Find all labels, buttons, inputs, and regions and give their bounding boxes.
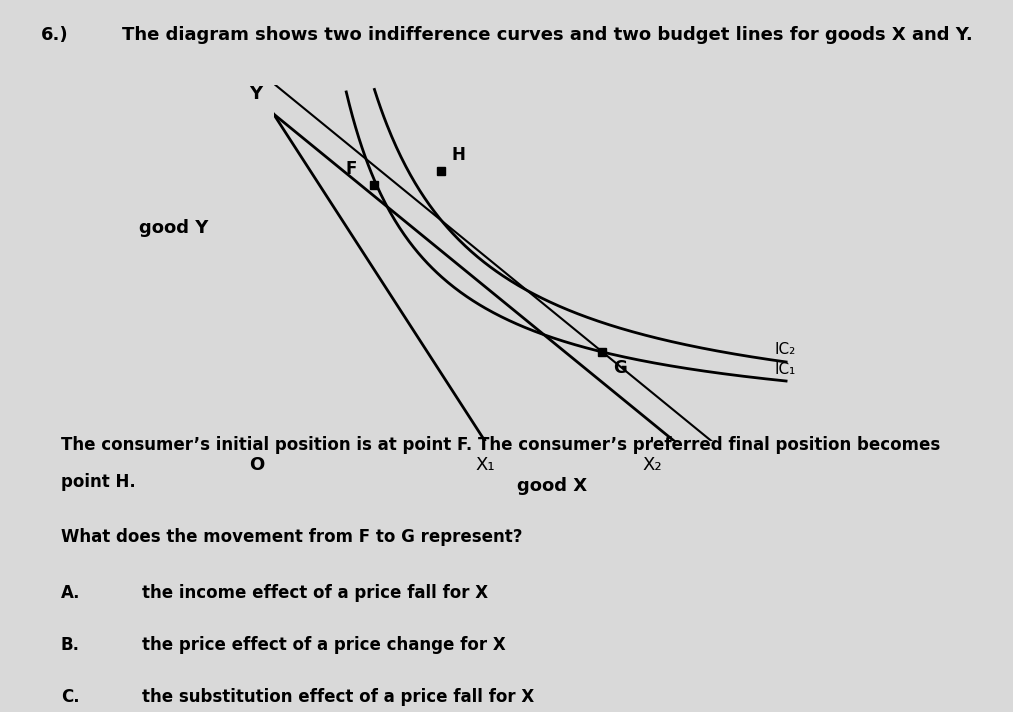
Text: C.: C. xyxy=(61,688,79,706)
Text: G: G xyxy=(614,359,627,377)
Text: B.: B. xyxy=(61,636,80,654)
Text: H: H xyxy=(452,146,466,164)
Text: the price effect of a price change for X: the price effect of a price change for X xyxy=(142,636,505,654)
Text: X₁: X₁ xyxy=(475,456,495,473)
Text: X₂: X₂ xyxy=(642,456,663,473)
Text: The consumer’s initial position is at point F. The consumer’s preferred final po: The consumer’s initial position is at po… xyxy=(61,436,940,454)
Text: the income effect of a price fall for X: the income effect of a price fall for X xyxy=(142,584,488,602)
Text: point H.: point H. xyxy=(61,473,136,491)
Text: IC₁: IC₁ xyxy=(775,362,796,377)
Text: F: F xyxy=(345,160,358,178)
Text: IC₂: IC₂ xyxy=(775,342,796,357)
Text: O: O xyxy=(249,456,264,473)
Text: good X: good X xyxy=(517,477,588,495)
Text: Y: Y xyxy=(249,85,262,103)
Text: 6.): 6.) xyxy=(41,26,68,43)
Text: good Y: good Y xyxy=(139,219,208,237)
Text: The diagram shows two indifference curves and two budget lines for goods X and Y: The diagram shows two indifference curve… xyxy=(122,26,972,43)
Text: A.: A. xyxy=(61,584,80,602)
Text: What does the movement from F to G represent?: What does the movement from F to G repre… xyxy=(61,528,523,546)
Text: the substitution effect of a price fall for X: the substitution effect of a price fall … xyxy=(142,688,534,706)
